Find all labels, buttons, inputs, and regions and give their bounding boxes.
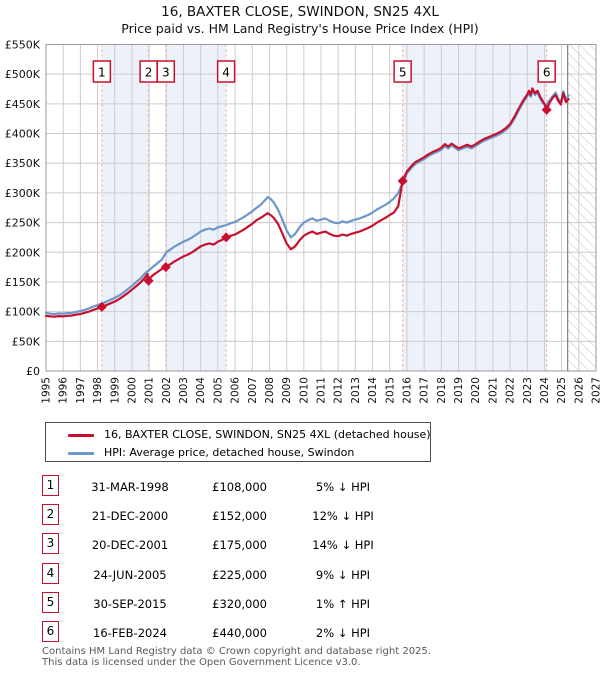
- svg-text:2019: 2019: [453, 377, 465, 404]
- page-title: 16, BAXTER CLOSE, SWINDON, SN25 4XL: [161, 4, 439, 20]
- sale-price: £152,000: [212, 509, 267, 523]
- svg-text:£0: £0: [26, 365, 40, 378]
- sale-number-badge: 2: [42, 504, 59, 525]
- sale-price: £108,000: [212, 480, 267, 494]
- svg-text:£150K: £150K: [5, 276, 41, 289]
- svg-text:1996: 1996: [58, 377, 70, 404]
- svg-text:2006: 2006: [230, 377, 242, 404]
- svg-text:2017: 2017: [419, 377, 431, 404]
- sale-number-badge: 5: [42, 592, 59, 613]
- hpi-line: [44, 89, 570, 316]
- sale-hpi-relative: 9% ↓ HPI: [315, 568, 371, 582]
- svg-text:2027: 2027: [591, 377, 600, 404]
- svg-text:2015: 2015: [384, 377, 396, 404]
- sale-hpi-relative: 1% ↑ HPI: [315, 597, 371, 611]
- legend-label-price-paid: 16, BAXTER CLOSE, SWINDON, SN25 4XL (det…: [104, 428, 431, 441]
- hpi-line-swatch: [68, 452, 94, 455]
- x-axis-labels: 1995 1996 1997 1998 1999 2000 2001 2002 2003 2004…: [41, 377, 600, 404]
- sale-date: 30-SEP-2015: [93, 597, 167, 611]
- sale-price: £320,000: [212, 597, 267, 611]
- future-hatch-region: [567, 44, 596, 371]
- legend-item-hpi: HPI: Average price, detached house, Swin…: [46, 444, 430, 462]
- sale-date: 24-JUN-2005: [93, 568, 167, 582]
- svg-text:£300K: £300K: [5, 187, 41, 200]
- svg-text:2022: 2022: [505, 377, 517, 404]
- chart-legend: 16, BAXTER CLOSE, SWINDON, SN25 4XL (det…: [45, 422, 431, 462]
- svg-text:2003: 2003: [178, 377, 190, 404]
- sale-date: 16-FEB-2024: [93, 626, 167, 640]
- svg-text:4: 4: [222, 66, 230, 80]
- svg-text:1995: 1995: [41, 377, 53, 404]
- sale-date: 31-MAR-1998: [91, 480, 169, 494]
- svg-text:£500K: £500K: [5, 68, 41, 81]
- svg-text:2011: 2011: [316, 377, 328, 404]
- svg-text:1997: 1997: [75, 377, 87, 404]
- page-subtitle: Price paid vs. HM Land Registry's House …: [121, 21, 479, 36]
- svg-text:5: 5: [399, 66, 407, 80]
- sale-price: £225,000: [212, 568, 267, 582]
- sale-hpi-relative: 12% ↓ HPI: [312, 509, 374, 523]
- svg-text:2016: 2016: [401, 377, 413, 404]
- svg-text:2001: 2001: [144, 377, 156, 404]
- sale-price: £175,000: [212, 538, 267, 552]
- svg-text:2000: 2000: [126, 377, 138, 404]
- svg-text:1998: 1998: [92, 377, 104, 404]
- license-line-2: This data is licensed under the Open Gov…: [42, 657, 361, 668]
- plot-border: [45, 44, 597, 372]
- svg-text:2005: 2005: [212, 377, 224, 404]
- svg-text:2024: 2024: [539, 377, 551, 404]
- y-axis-labels: £0 £50K £100K £150K £200K £250K £300K £350K £400…: [5, 39, 41, 379]
- svg-text:6: 6: [543, 66, 551, 80]
- svg-text:2004: 2004: [195, 377, 207, 404]
- legend-item-price-paid: 16, BAXTER CLOSE, SWINDON, SN25 4XL (det…: [46, 426, 431, 444]
- svg-text:2002: 2002: [161, 377, 173, 404]
- ownership-bands: [101, 44, 547, 371]
- svg-text:2021: 2021: [487, 377, 499, 404]
- sale-hpi-relative: 5% ↓ HPI: [315, 480, 371, 494]
- svg-text:2014: 2014: [367, 377, 379, 404]
- svg-text:2008: 2008: [264, 377, 276, 404]
- sale-date: 21-DEC-2000: [91, 509, 169, 523]
- price-paid-line: [44, 87, 570, 318]
- svg-text:2018: 2018: [436, 377, 448, 404]
- svg-text:2012: 2012: [333, 377, 345, 404]
- svg-text:£250K: £250K: [5, 217, 41, 230]
- sale-date: 20-DEC-2001: [91, 538, 169, 552]
- svg-text:£200K: £200K: [5, 246, 41, 259]
- sale-markers: [96, 104, 552, 312]
- sale-price: £440,000: [212, 626, 267, 640]
- svg-text:£450K: £450K: [5, 98, 41, 111]
- svg-text:£350K: £350K: [5, 157, 41, 170]
- svg-text:£50K: £50K: [12, 335, 41, 348]
- sale-hpi-relative: 14% ↓ HPI: [312, 538, 374, 552]
- sale-number-badge: 1: [42, 475, 59, 496]
- svg-text:2010: 2010: [298, 377, 310, 404]
- svg-text:1999: 1999: [109, 377, 121, 404]
- svg-text:2007: 2007: [247, 377, 259, 404]
- svg-text:£550K: £550K: [5, 39, 41, 52]
- svg-text:2023: 2023: [522, 377, 534, 404]
- price-chart: 1 2 3 4 5 6£0£50K£100K£150K£200K£250K£300K£35…: [5, 39, 600, 404]
- price-paid-line-swatch: [68, 434, 94, 437]
- svg-text:2020: 2020: [470, 377, 482, 404]
- sale-hpi-relative: 2% ↓ HPI: [315, 626, 371, 640]
- svg-text:1: 1: [98, 66, 106, 80]
- sale-number-badge: 4: [42, 563, 59, 584]
- svg-text:2013: 2013: [350, 377, 362, 404]
- svg-text:2026: 2026: [573, 377, 585, 404]
- license-line-1: Contains HM Land Registry data © Crown c…: [42, 646, 431, 657]
- svg-text:3: 3: [162, 66, 170, 80]
- svg-text:2: 2: [145, 66, 153, 80]
- svg-text:£400K: £400K: [5, 128, 41, 141]
- svg-text:2009: 2009: [281, 377, 293, 404]
- sale-number-badge: 6: [42, 621, 59, 642]
- svg-text:£100K: £100K: [5, 306, 41, 319]
- sale-number-badge: 3: [42, 533, 59, 554]
- svg-text:2025: 2025: [556, 377, 568, 404]
- legend-label-hpi: HPI: Average price, detached house, Swin…: [104, 446, 355, 459]
